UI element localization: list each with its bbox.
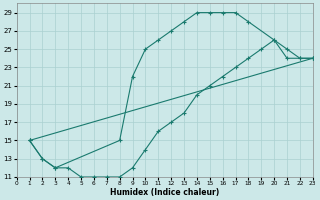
X-axis label: Humidex (Indice chaleur): Humidex (Indice chaleur) [110,188,219,197]
